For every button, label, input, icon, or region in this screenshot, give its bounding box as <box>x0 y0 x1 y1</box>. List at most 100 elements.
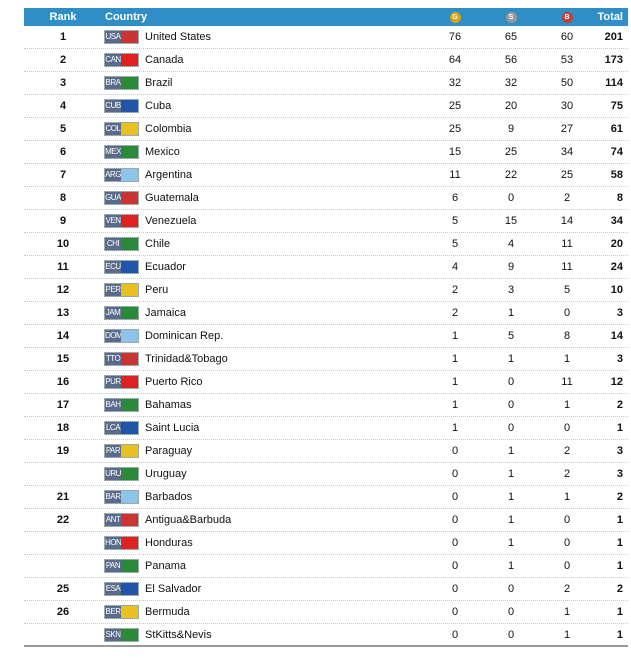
table-row: 16 PUR Puerto Rico 1 0 11 12 <box>24 371 628 394</box>
total-count: 2 <box>616 583 623 595</box>
rank-cell: 26 <box>56 606 70 618</box>
country-name: Barbados <box>145 491 193 503</box>
total-count: 1 <box>616 606 623 618</box>
gold-count: 64 <box>448 54 462 66</box>
country-code: DOM <box>105 330 123 342</box>
flag: COL <box>104 122 139 136</box>
bronze-count: 1 <box>563 353 571 365</box>
bronze-count: 27 <box>560 123 574 135</box>
country-code: GUA <box>105 192 121 204</box>
silver-count: 1 <box>507 514 515 526</box>
gold-count: 5 <box>451 215 459 227</box>
country-name: El Salvador <box>145 583 202 595</box>
flag-stripe <box>121 445 138 457</box>
total-count: 173 <box>604 54 623 66</box>
country-code: BER <box>105 606 121 618</box>
silver-count: 0 <box>507 583 515 595</box>
bronze-count: 2 <box>563 445 571 457</box>
header-cell: Total <box>597 11 623 23</box>
rank-cell: 21 <box>56 491 70 503</box>
total-count: 2 <box>616 491 623 503</box>
total-count: 3 <box>616 307 623 319</box>
total-count: 3 <box>616 468 623 480</box>
flag-stripe <box>121 514 138 526</box>
gold-count: 0 <box>451 583 459 595</box>
flag-stripe <box>121 560 138 572</box>
rank-cell: 25 <box>56 583 70 595</box>
total-count: 75 <box>610 100 623 112</box>
gold-count: 1 <box>451 353 459 365</box>
flag-stripe <box>121 100 138 112</box>
flag-stripe <box>121 330 138 342</box>
table-row: 26 BER Bermuda 0 0 1 1 <box>24 601 628 624</box>
gold-count: 15 <box>448 146 462 158</box>
silver-count: 1 <box>507 560 515 572</box>
silver-count: 56 <box>504 54 518 66</box>
flag: CAN <box>104 53 139 67</box>
rank-cell: 12 <box>56 284 70 296</box>
gold-count: 6 <box>451 192 459 204</box>
flag: ARG <box>104 168 139 182</box>
total-count: 24 <box>610 261 623 273</box>
country-code: BAR <box>105 491 121 503</box>
silver-count: 65 <box>504 31 518 43</box>
flag-stripe <box>121 399 138 411</box>
country-name: Chile <box>145 238 171 250</box>
flag-stripe <box>121 215 138 227</box>
total-count: 114 <box>605 77 623 89</box>
country-name: Guatemala <box>145 192 199 204</box>
flag-stripe <box>121 422 138 434</box>
gold-count: 0 <box>451 468 459 480</box>
gold-icon: G <box>449 11 461 23</box>
flag: LCA <box>104 421 139 435</box>
silver-count: 1 <box>507 537 515 549</box>
table-row: 3 BRA Brazil 32 32 50 114 <box>24 72 628 95</box>
bronze-count: 0 <box>563 537 571 549</box>
rank-cell: 9 <box>59 215 67 227</box>
total-count: 8 <box>616 192 623 204</box>
table-row: 25 ESA El Salvador 0 0 2 2 <box>24 578 628 601</box>
gold-count: 25 <box>448 123 462 135</box>
rank-cell: 6 <box>59 146 67 158</box>
flag: SKN <box>104 628 139 642</box>
flag-stripe <box>121 169 138 181</box>
flag: PUR <box>104 375 139 389</box>
silver-count: 5 <box>507 330 515 342</box>
rank-cell: 8 <box>59 192 67 204</box>
country-code: CUB <box>105 100 121 112</box>
country-name: Ecuador <box>145 261 186 273</box>
bronze-count: 8 <box>563 330 571 342</box>
country-name: Bahamas <box>145 399 192 411</box>
flag: BAR <box>104 490 139 504</box>
table-row: 13 JAM Jamaica 2 1 0 3 <box>24 302 628 325</box>
bronze-count: 1 <box>563 399 571 411</box>
country-code: MEX <box>105 146 121 158</box>
total-count: 1 <box>616 514 623 526</box>
bronze-icon: B <box>561 11 573 23</box>
country-name: Peru <box>145 284 169 296</box>
country-code: TTO <box>105 353 121 365</box>
flag: CHI <box>104 237 139 251</box>
table-row: 6 MEX Mexico 15 25 34 74 <box>24 141 628 164</box>
flag: JAM <box>104 306 139 320</box>
gold-count: 2 <box>451 307 459 319</box>
table-row: 5 COL Colombia 25 9 27 61 <box>24 118 628 141</box>
table-row: 19 PAR Paraguay 0 1 2 3 <box>24 440 628 463</box>
country-code: PER <box>105 284 121 296</box>
silver-count: 1 <box>507 307 515 319</box>
bronze-count: 14 <box>560 215 574 227</box>
country-name: Dominican Rep. <box>145 330 224 342</box>
table-row: 17 BAH Bahamas 1 0 1 2 <box>24 394 628 417</box>
country-code: VEN <box>105 215 121 227</box>
silver-count: 22 <box>504 169 518 181</box>
bronze-count: 60 <box>560 31 574 43</box>
table-row: URU Uruguay 0 1 2 3 <box>24 463 628 486</box>
country-name: Argentina <box>145 169 193 181</box>
bronze-count: 0 <box>563 422 571 434</box>
silver-icon: S <box>505 11 517 23</box>
table-row: 22 ANT Antigua&Barbuda 0 1 0 1 <box>24 509 628 532</box>
country-code: USA <box>105 31 121 43</box>
silver-count: 1 <box>507 491 515 503</box>
country-code: ESA <box>105 583 121 595</box>
gold-count: 0 <box>451 445 459 457</box>
